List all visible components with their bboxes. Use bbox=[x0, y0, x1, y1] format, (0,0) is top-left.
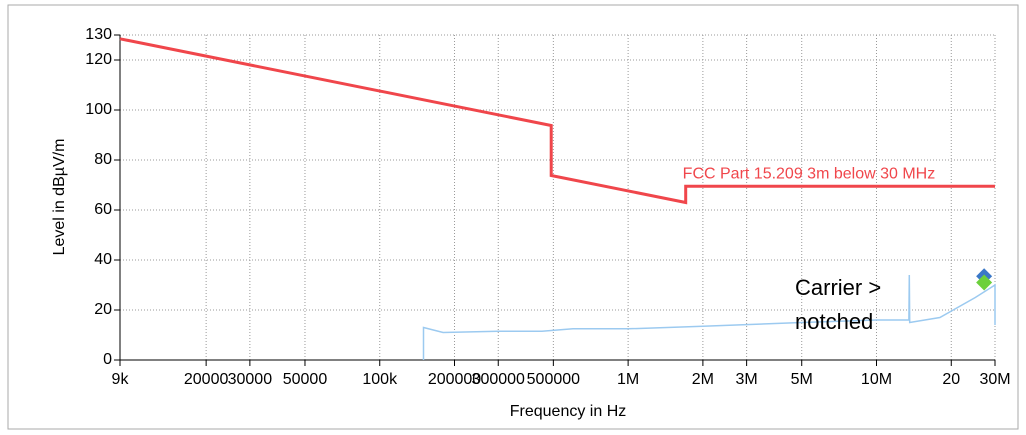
x-tick-label: 2M bbox=[692, 371, 714, 388]
y-tick-label: 100 bbox=[85, 101, 112, 118]
series-line bbox=[119, 37, 995, 205]
limit-label: FCC Part 15.209 3m below 30 MHz bbox=[683, 165, 936, 182]
x-tick-label: 9k bbox=[112, 371, 130, 388]
x-tick-label: 30M bbox=[979, 371, 1010, 388]
x-tick-label: 20000 bbox=[184, 371, 229, 388]
y-tick-label: 20 bbox=[94, 301, 112, 318]
y-tick-label: 80 bbox=[94, 151, 112, 168]
y-tick-label: 120 bbox=[85, 51, 112, 68]
x-axis-label: Frequency in Hz bbox=[510, 403, 627, 420]
marker bbox=[976, 274, 993, 291]
x-tick-label: 3M bbox=[736, 371, 758, 388]
x-tick-label: 10M bbox=[861, 371, 892, 388]
x-tick-label: 50000 bbox=[283, 371, 328, 388]
annotation: notched bbox=[795, 309, 873, 334]
x-tick-label: 5M bbox=[791, 371, 813, 388]
y-axis-label: Level in dBµV/m bbox=[51, 139, 68, 256]
x-tick-label: 1M bbox=[617, 371, 639, 388]
y-tick-label: 130 bbox=[85, 26, 112, 43]
x-tick-label: 300000 bbox=[472, 371, 525, 388]
x-tick-label: 20 bbox=[942, 371, 960, 388]
annotation: Carrier > bbox=[795, 275, 881, 300]
x-tick-label: 30000 bbox=[228, 371, 273, 388]
series-line bbox=[422, 274, 996, 360]
y-tick-label: 60 bbox=[94, 201, 112, 218]
x-tick-label: 100k bbox=[362, 371, 398, 388]
x-tick-label: 200000 bbox=[428, 371, 481, 388]
y-tick-label: 0 bbox=[103, 351, 112, 368]
frame bbox=[7, 4, 1019, 430]
x-tick-label: 500000 bbox=[527, 371, 580, 388]
y-tick-label: 40 bbox=[94, 251, 112, 268]
